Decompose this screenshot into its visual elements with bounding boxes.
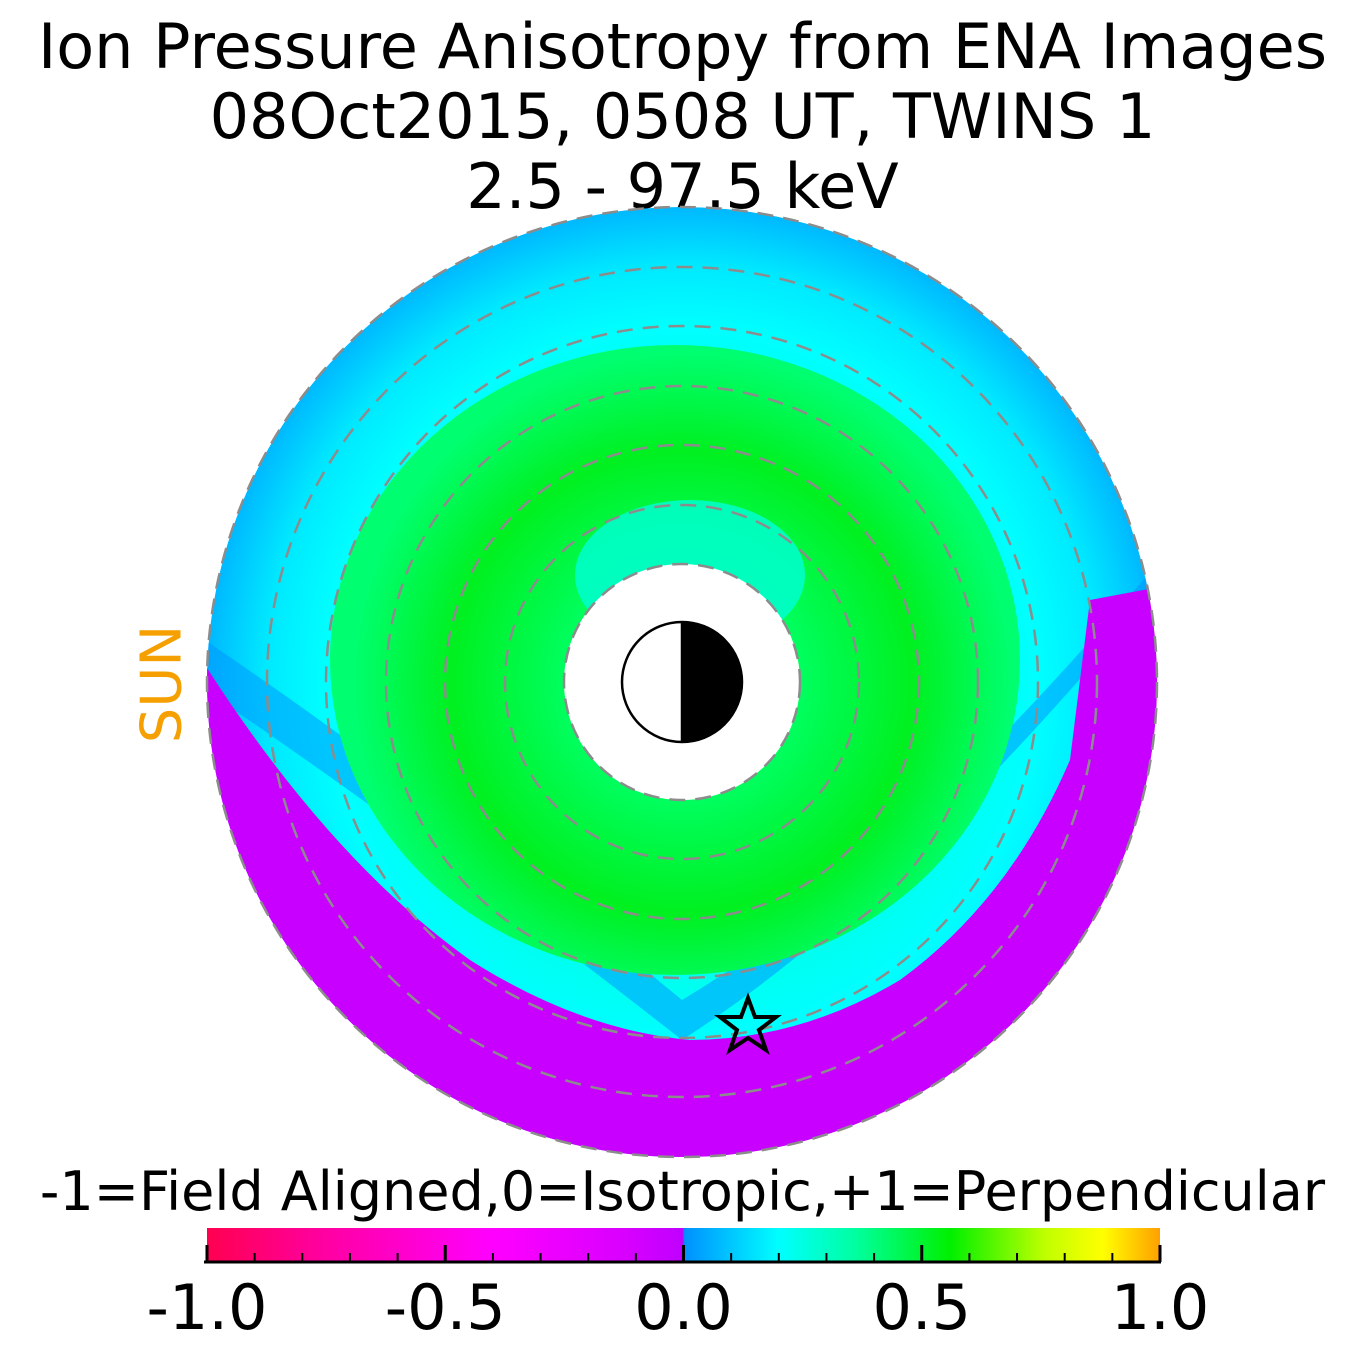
colorbar-tick-label: 0.0 [634,1271,733,1344]
colorbar-tick-label: -0.5 [384,1271,506,1344]
colorbar [204,1228,1162,1264]
ring [324,324,1040,1040]
ring [443,443,921,921]
ring [265,265,1099,1099]
chart-title-line-2: 08Oct2015, 0508 UT, TWINS 1 [209,80,1156,153]
chart-title-line-1: Ion Pressure Anisotropy from ENA Images [37,10,1328,83]
ring [205,205,1159,1159]
colorbar-tick-label: 0.5 [872,1271,972,1344]
spacecraft-star-marker [714,992,782,1055]
ring [503,503,861,861]
ring [562,562,802,802]
field-aligned-region [207,585,1157,1157]
sun-direction-label: SUN [129,624,195,744]
colorbar-tick-label: -1.0 [146,1271,268,1344]
earth-symbol [620,620,744,744]
ring [384,384,980,980]
colorbar-label: -1=Field Aligned,0=Isotropic,+1=Perpendi… [39,1162,1326,1222]
colorbar-tick-label: 1.0 [1110,1271,1210,1344]
dashed-rings [205,205,1159,1159]
